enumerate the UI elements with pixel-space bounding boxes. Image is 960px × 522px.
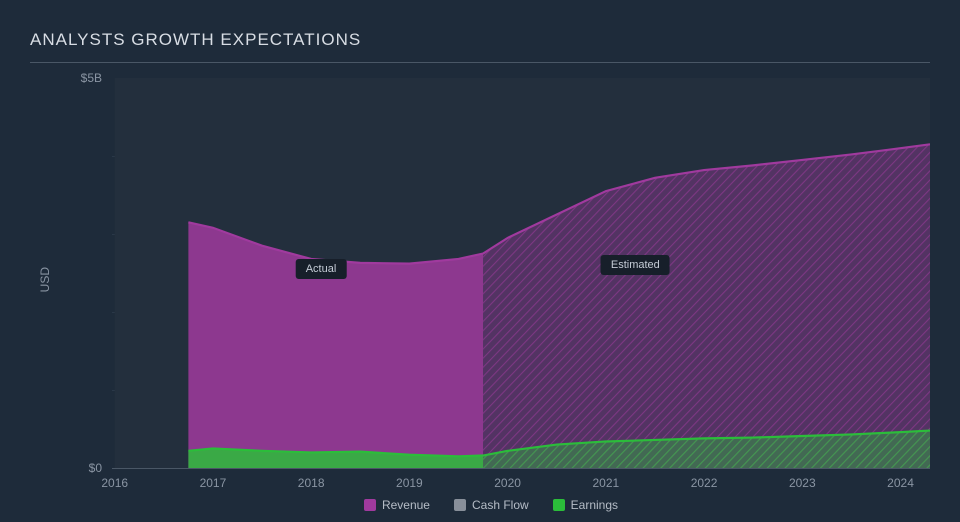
legend-item-revenue: Revenue: [364, 498, 430, 512]
x-tick: 2023: [789, 476, 816, 490]
legend-label: Earnings: [571, 498, 618, 512]
chart-title: ANALYSTS GROWTH EXPECTATIONS: [30, 30, 930, 63]
legend-swatch: [553, 499, 565, 511]
x-tick: 2022: [691, 476, 718, 490]
chart-area: USD $0$5BActualEstimated 201620172018201…: [30, 78, 930, 512]
plot-region: $0$5BActualEstimated: [52, 78, 930, 468]
x-tick: 2021: [592, 476, 619, 490]
legend-item-earnings: Earnings: [553, 498, 618, 512]
x-tick: 2016: [101, 476, 128, 490]
x-tick: 2017: [200, 476, 227, 490]
legend-swatch: [364, 499, 376, 511]
legend-swatch: [454, 499, 466, 511]
x-tick: 2024: [887, 476, 914, 490]
legend-label: Cash Flow: [472, 498, 529, 512]
legend-label: Revenue: [382, 498, 430, 512]
x-axis: 201620172018201920202021202220232024: [52, 468, 930, 486]
chart-svg: [52, 78, 930, 468]
plot-wrap: $0$5BActualEstimated 2016201720182019202…: [52, 78, 930, 512]
x-tick: 2020: [494, 476, 521, 490]
x-tick: 2019: [396, 476, 423, 490]
legend-item-cash-flow: Cash Flow: [454, 498, 529, 512]
y-axis-label: USD: [30, 267, 52, 292]
chart-container: ANALYSTS GROWTH EXPECTATIONS USD $0$5BAc…: [0, 0, 960, 522]
x-tick: 2018: [298, 476, 325, 490]
